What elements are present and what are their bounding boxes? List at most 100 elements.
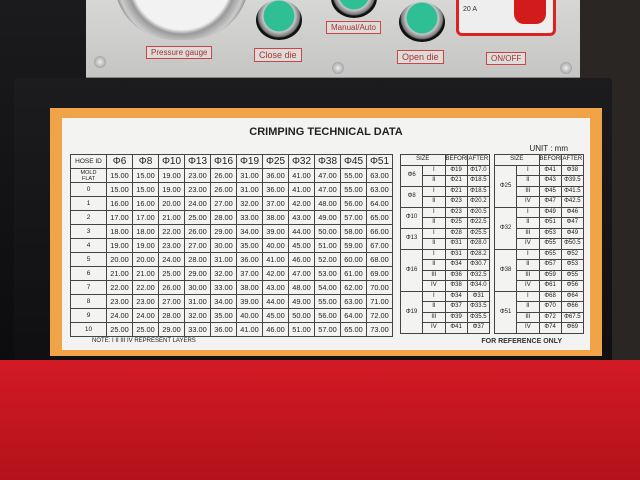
column-header: Φ16 bbox=[210, 154, 237, 169]
layer-cell: II bbox=[516, 175, 540, 187]
row-header: 2 bbox=[70, 210, 107, 225]
table-cell: 36.00 bbox=[236, 252, 263, 267]
table-row: II Φ21 Φ18.5 bbox=[401, 175, 491, 187]
before-cell: Φ38 bbox=[444, 280, 468, 292]
reference-text: FOR REFERENCE ONLY bbox=[481, 338, 562, 345]
before-cell: Φ55 bbox=[538, 248, 562, 260]
column-header: Φ6 bbox=[106, 154, 133, 169]
table-cell: 34.00 bbox=[210, 294, 237, 309]
table-row: III Φ45 Φ41.5 bbox=[495, 185, 585, 197]
after-header: AFTER bbox=[466, 154, 491, 166]
table-cell: 41.00 bbox=[288, 168, 315, 183]
after-cell: Φ32.5 bbox=[466, 269, 491, 281]
table-row: Φ10 I Φ23 Φ20.5 bbox=[399, 206, 491, 229]
table-cell: 68.00 bbox=[366, 252, 393, 267]
before-cell: Φ25 bbox=[444, 217, 468, 229]
control-panel: Pressure gauge Close die Manual/Auto Ope… bbox=[86, 0, 580, 78]
table-cell: 38.00 bbox=[262, 210, 289, 225]
table-cell: 33.00 bbox=[184, 322, 211, 337]
table-cell: 21.00 bbox=[106, 266, 133, 281]
amp-label: 20 A bbox=[463, 6, 478, 13]
table-cell: 51.00 bbox=[288, 322, 315, 337]
table-cell: 33.00 bbox=[236, 210, 263, 225]
table-row: SIZEBEFOREAFTER bbox=[400, 154, 491, 166]
table-cell: 45.00 bbox=[288, 238, 315, 253]
before-cell: Φ23 bbox=[444, 206, 468, 218]
table-row: 10 25.00 25.00 29.00 33.00 36.00 41.00 46.00 51.… bbox=[70, 322, 393, 337]
open-die-button[interactable] bbox=[399, 2, 445, 42]
size-cell: Φ25 bbox=[493, 164, 518, 208]
layer-cell: IV bbox=[516, 238, 540, 250]
switch-knob[interactable] bbox=[514, 0, 546, 24]
table-cell: 23.00 bbox=[184, 182, 211, 197]
before-cell: Φ57 bbox=[538, 259, 562, 271]
table-cell: 43.00 bbox=[288, 210, 315, 225]
table-cell: 29.00 bbox=[184, 266, 211, 281]
table-row: 8 23.00 23.00 27.00 31.00 34.00 39.00 44.00 49.0… bbox=[70, 294, 393, 309]
table-cell: 32.00 bbox=[236, 196, 263, 211]
after-cell: Φ20.5 bbox=[466, 206, 491, 218]
column-header: Φ25 bbox=[262, 154, 289, 169]
table-cell: 24.00 bbox=[106, 308, 133, 323]
close-die-button[interactable] bbox=[256, 0, 302, 40]
after-cell: Φ46 bbox=[560, 206, 585, 218]
unit-text: UNIT : mm bbox=[529, 144, 568, 153]
table-cell: 20.00 bbox=[132, 252, 159, 267]
table-cell: 15.00 bbox=[132, 182, 159, 197]
table-cell: 17.00 bbox=[106, 210, 133, 225]
power-switch[interactable]: 20 A bbox=[456, 0, 556, 36]
table-row: IV Φ74 Φ69 bbox=[495, 322, 585, 334]
table-row: IV Φ41 Φ37 bbox=[401, 322, 491, 334]
before-cell: Φ45 bbox=[538, 185, 562, 197]
table-cell: 35.00 bbox=[210, 308, 237, 323]
size-cell: Φ10 bbox=[399, 206, 424, 229]
table-cell: 71.00 bbox=[366, 294, 393, 309]
label-title: CRIMPING TECHNICAL DATA bbox=[249, 126, 403, 138]
table-cell: 63.00 bbox=[366, 168, 393, 183]
after-cell: Φ53 bbox=[560, 259, 585, 271]
table-cell: 30.00 bbox=[210, 238, 237, 253]
mold-label: MOLD bbox=[80, 169, 97, 176]
before-cell: Φ59 bbox=[538, 269, 562, 281]
before-cell: Φ55 bbox=[538, 238, 562, 250]
table-row: II Φ23 Φ20.2 bbox=[401, 196, 491, 208]
layer-cell: I bbox=[516, 248, 540, 260]
table-row: II Φ43 Φ39.5 bbox=[495, 175, 585, 187]
table-cell: 64.00 bbox=[340, 308, 367, 323]
table-cell: 16.00 bbox=[132, 196, 159, 211]
layer-cell: III bbox=[516, 269, 540, 281]
after-cell: Φ25.5 bbox=[466, 227, 491, 239]
table-cell: 23.00 bbox=[106, 294, 133, 309]
table-cell: 50.00 bbox=[288, 308, 315, 323]
before-cell: Φ70 bbox=[538, 301, 562, 313]
table-cell: 50.00 bbox=[314, 224, 341, 239]
table-row: 0 15.00 15.00 19.00 23.00 26.00 31.00 36.00 41.0… bbox=[70, 182, 393, 197]
table-cell: 70.00 bbox=[366, 280, 393, 295]
table-cell: 36.00 bbox=[210, 322, 237, 337]
table-cell: 60.00 bbox=[340, 252, 367, 267]
table-cell: 20.00 bbox=[158, 196, 185, 211]
table-cell: 31.00 bbox=[236, 168, 263, 183]
table-row: Φ8 I Φ21 Φ18.5 bbox=[399, 185, 491, 208]
table-cell: 44.00 bbox=[262, 294, 289, 309]
table-row: IV Φ55 Φ50.5 bbox=[495, 238, 585, 250]
table-cell: 18.00 bbox=[106, 224, 133, 239]
before-cell: Φ74 bbox=[538, 322, 562, 334]
table-cell: 36.00 bbox=[262, 168, 289, 183]
before-cell: Φ31 bbox=[444, 248, 468, 260]
layer-cell: I bbox=[422, 227, 446, 239]
manual-auto-button[interactable] bbox=[331, 0, 377, 18]
table-row: 1 16.00 16.00 20.00 24.00 27.00 32.00 37.00 42.0… bbox=[70, 196, 393, 211]
table-cell: 25.00 bbox=[158, 266, 185, 281]
layer-cell: IV bbox=[516, 196, 540, 208]
table-cell: 64.00 bbox=[366, 196, 393, 211]
table-row: 3 18.00 18.00 22.00 26.00 29.00 34.00 39.00 44.0… bbox=[70, 224, 393, 239]
layer-cell: II bbox=[422, 238, 446, 250]
column-header: Φ13 bbox=[184, 154, 211, 169]
before-cell: Φ36 bbox=[444, 269, 468, 281]
table-cell: 36.00 bbox=[262, 182, 289, 197]
table-cell: 28.00 bbox=[158, 308, 185, 323]
table-row: Φ16 I Φ31 Φ28.2 bbox=[399, 248, 491, 292]
column-header: Φ10 bbox=[158, 154, 185, 169]
table-cell: 15.00 bbox=[106, 168, 133, 183]
